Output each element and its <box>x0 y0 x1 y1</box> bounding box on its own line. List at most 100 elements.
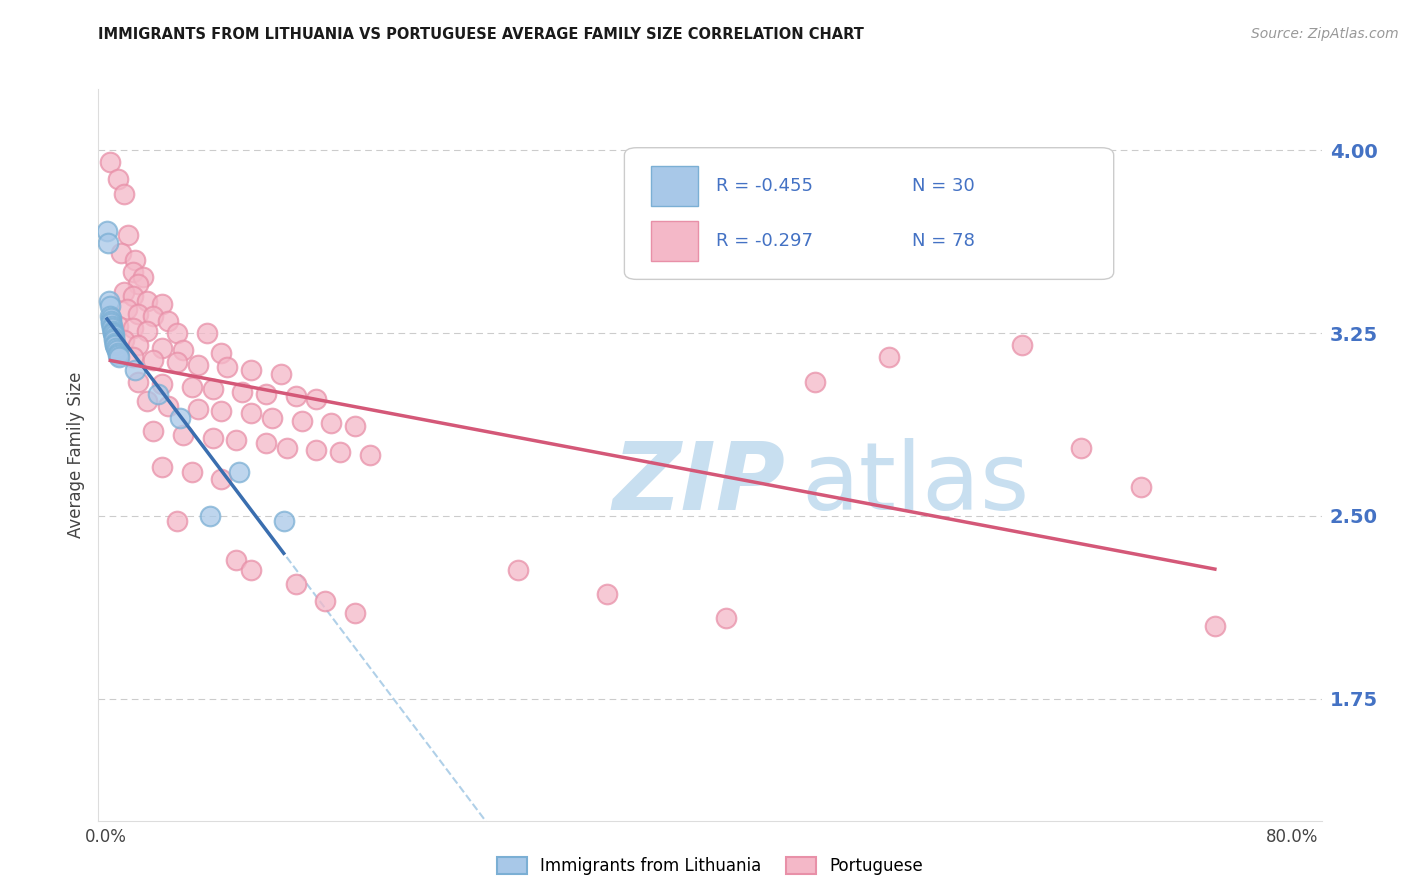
Point <box>100 311 122 326</box>
Point <box>107 348 129 362</box>
Point <box>273 514 295 528</box>
Point <box>254 387 277 401</box>
Point <box>198 508 221 523</box>
Point <box>506 562 529 576</box>
Point <box>103 334 125 348</box>
Text: atlas: atlas <box>801 438 1031 530</box>
Point <box>157 399 180 413</box>
Point <box>284 389 307 403</box>
Point <box>127 277 149 292</box>
Point <box>115 301 138 316</box>
Point <box>172 343 194 357</box>
Point <box>108 351 131 365</box>
Point <box>284 577 307 591</box>
Point <box>98 309 121 323</box>
Point <box>150 460 173 475</box>
Point <box>104 338 127 352</box>
Point <box>270 368 292 382</box>
Point <box>112 334 135 348</box>
Point <box>276 441 298 455</box>
Point <box>142 352 165 367</box>
Point <box>98 299 121 313</box>
Point <box>142 424 165 438</box>
Point <box>1129 480 1152 494</box>
Point <box>110 245 132 260</box>
Point <box>187 358 209 372</box>
Point <box>240 407 263 421</box>
Point <box>321 416 343 430</box>
Point <box>127 338 149 352</box>
Point <box>166 326 188 340</box>
Point <box>127 306 149 320</box>
Point <box>305 443 328 458</box>
Point <box>103 328 125 343</box>
Point <box>101 321 124 335</box>
Point <box>305 392 328 406</box>
Point <box>260 411 283 425</box>
Point <box>180 379 202 393</box>
Text: R = -0.297: R = -0.297 <box>716 232 813 251</box>
Point <box>157 314 180 328</box>
Point <box>136 394 159 409</box>
Point <box>1011 338 1033 352</box>
Text: N = 30: N = 30 <box>912 177 974 194</box>
Bar <box>651 221 697 261</box>
Point <box>211 472 233 486</box>
FancyBboxPatch shape <box>624 148 1114 279</box>
Point <box>96 224 118 238</box>
Point <box>124 362 146 376</box>
Point <box>240 562 263 576</box>
Point <box>596 587 619 601</box>
Point <box>132 269 155 284</box>
Point <box>101 326 124 340</box>
Text: IMMIGRANTS FROM LITHUANIA VS PORTUGUESE AVERAGE FAMILY SIZE CORRELATION CHART: IMMIGRANTS FROM LITHUANIA VS PORTUGUESE … <box>98 27 865 42</box>
Text: N = 78: N = 78 <box>912 232 974 251</box>
Point <box>201 382 224 396</box>
Point <box>343 418 366 433</box>
Point <box>166 514 188 528</box>
Point <box>803 375 825 389</box>
Point <box>98 155 121 169</box>
Point <box>105 341 128 355</box>
Point <box>117 228 139 243</box>
Point <box>112 187 135 202</box>
Point <box>121 351 143 365</box>
Point <box>1070 441 1092 455</box>
Point <box>121 321 143 335</box>
Point <box>187 401 209 416</box>
Text: Source: ZipAtlas.com: Source: ZipAtlas.com <box>1251 27 1399 41</box>
Point <box>225 434 247 448</box>
Y-axis label: Average Family Size: Average Family Size <box>66 372 84 538</box>
Point <box>343 607 366 621</box>
Bar <box>651 166 697 206</box>
Point <box>146 387 169 401</box>
Point <box>97 294 120 309</box>
Point <box>228 465 250 479</box>
Point <box>105 343 128 357</box>
Point <box>121 265 143 279</box>
Point <box>107 318 129 333</box>
Point <box>150 297 173 311</box>
Text: ZIP: ZIP <box>612 438 785 530</box>
Point <box>240 362 263 376</box>
Legend: Immigrants from Lithuania, Portuguese: Immigrants from Lithuania, Portuguese <box>491 850 929 882</box>
Point <box>217 360 239 375</box>
Point <box>104 335 127 350</box>
Point <box>169 411 191 425</box>
Point <box>714 611 737 625</box>
Point <box>150 341 173 355</box>
Point <box>103 326 125 340</box>
Point <box>142 309 165 323</box>
Point <box>877 351 900 365</box>
Point <box>211 404 233 418</box>
Point <box>107 172 129 186</box>
Point <box>112 285 135 299</box>
Point <box>1204 618 1226 632</box>
Point <box>100 314 122 328</box>
Point <box>104 338 127 352</box>
Point <box>127 375 149 389</box>
Point <box>103 331 125 345</box>
Point <box>124 252 146 267</box>
Point <box>195 326 218 340</box>
Point <box>225 553 247 567</box>
